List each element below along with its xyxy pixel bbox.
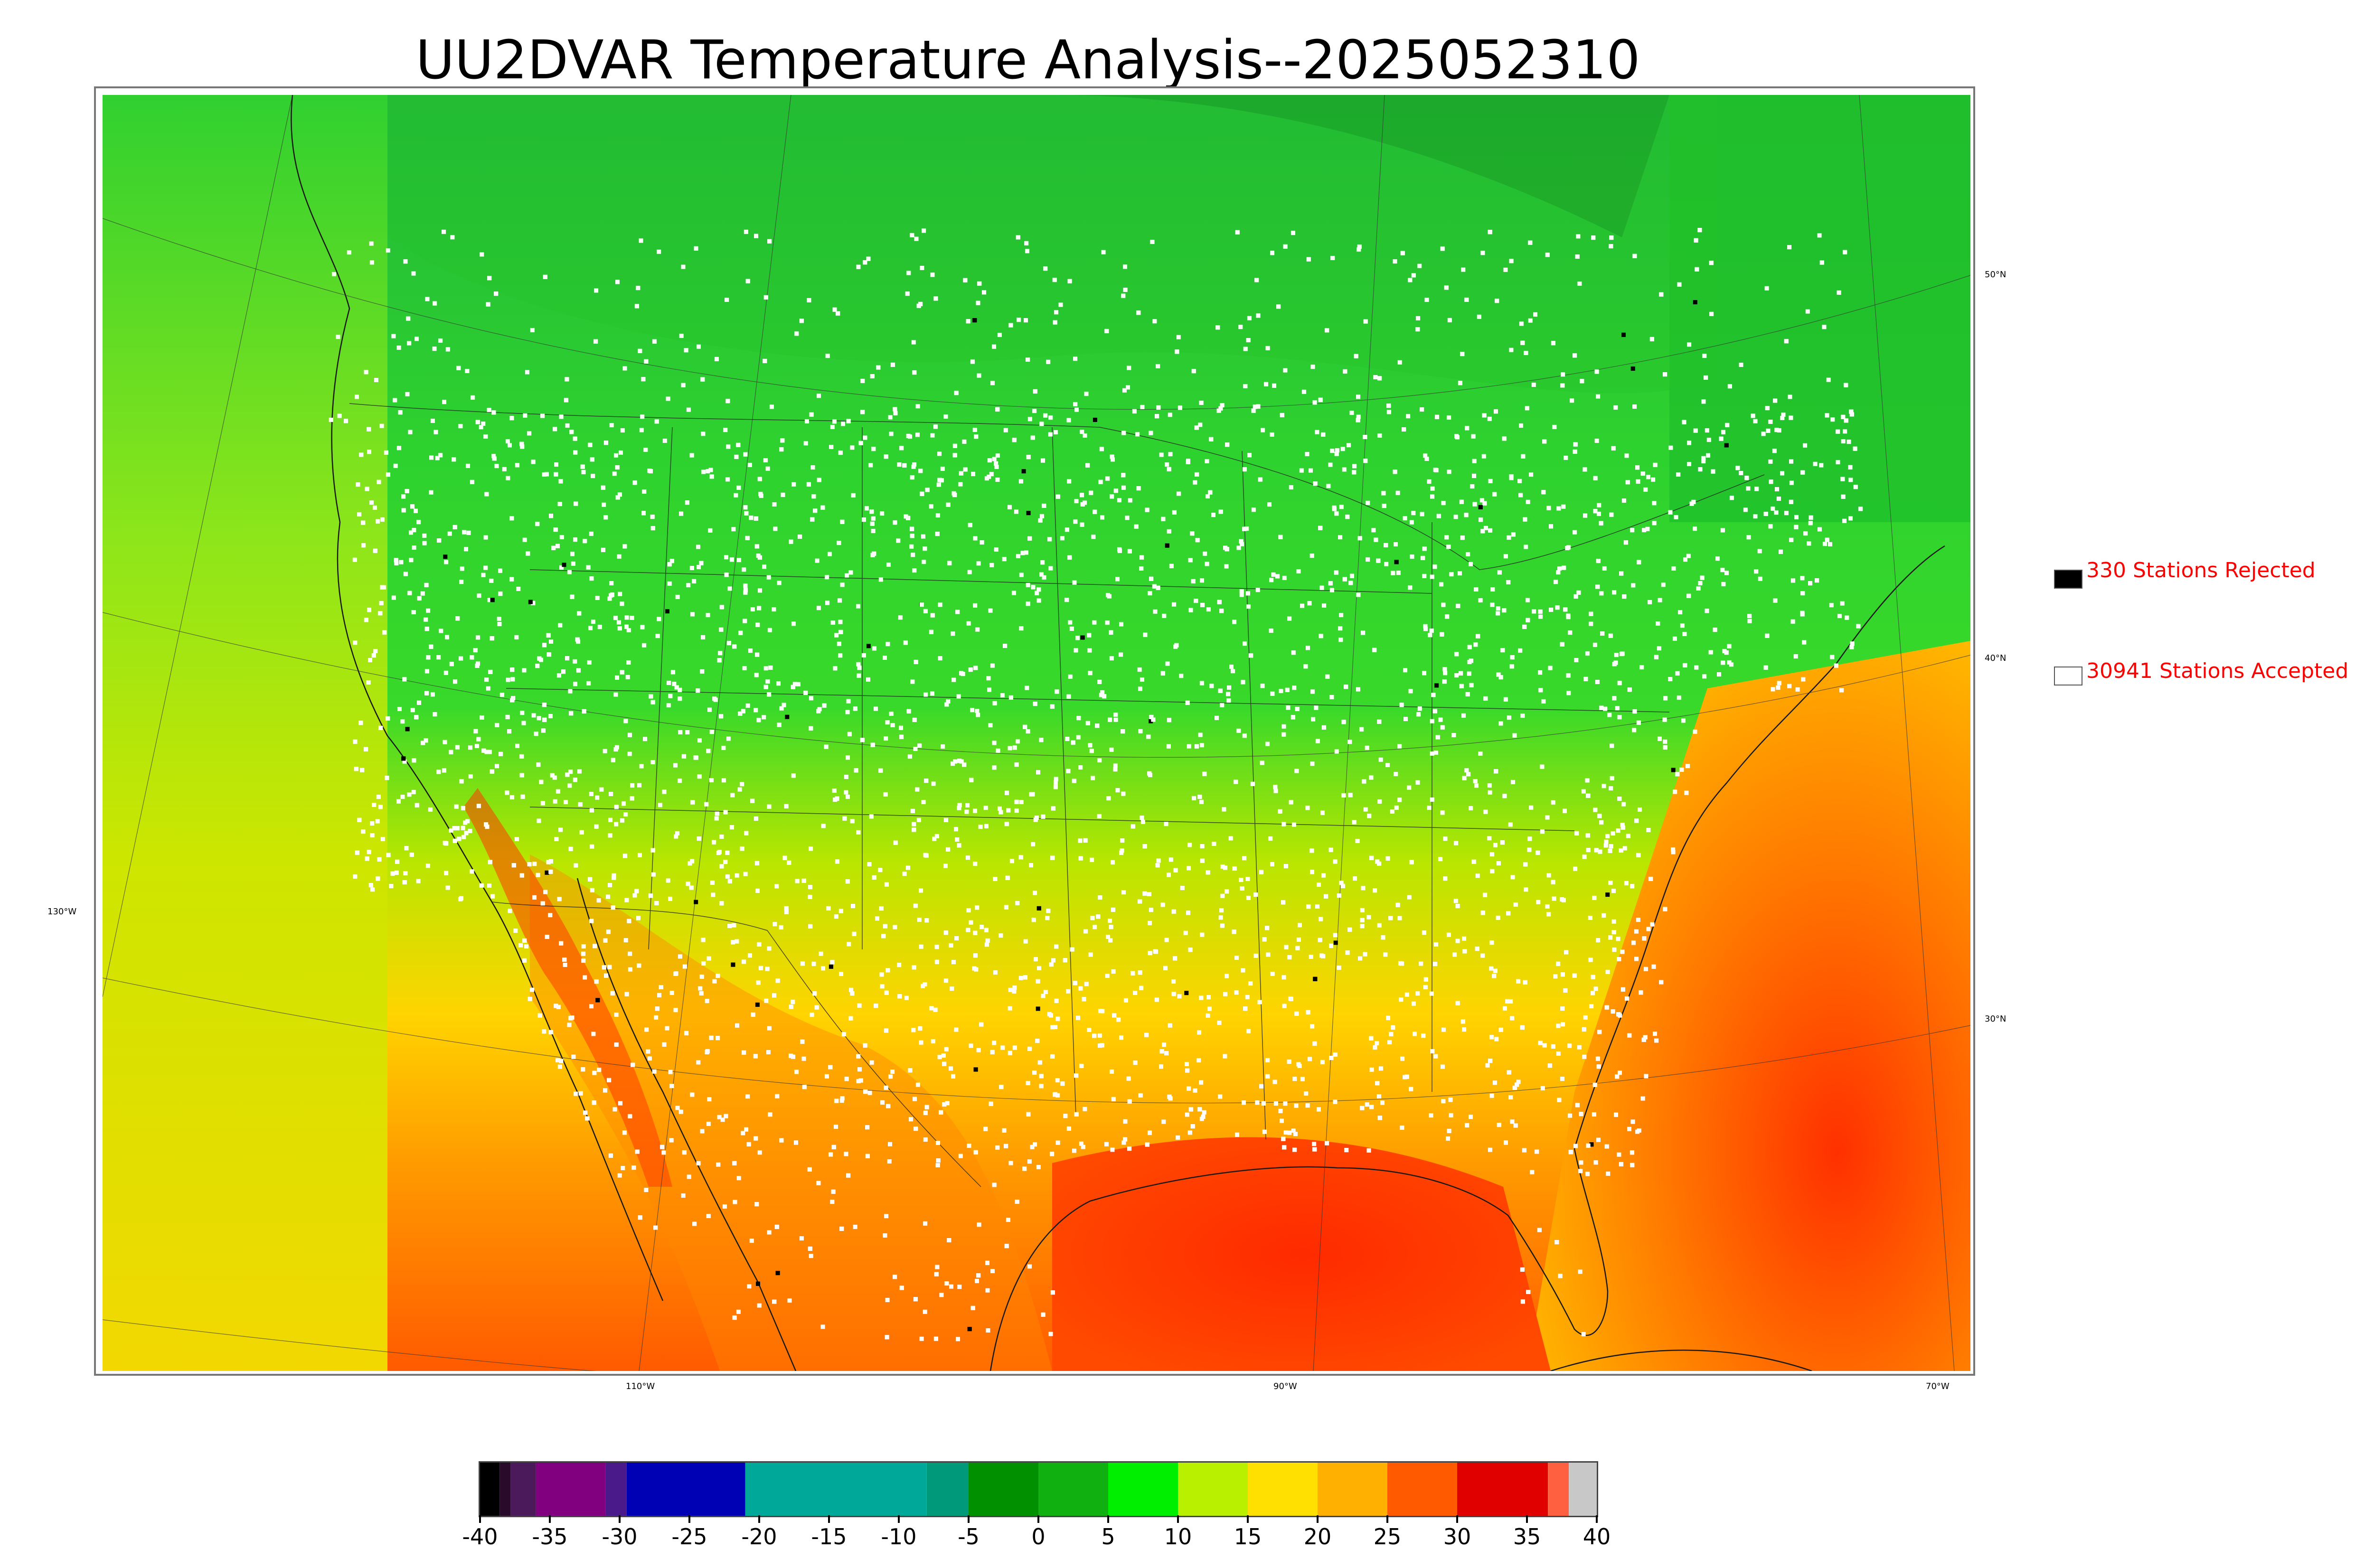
colorbar-tick-label: -5 xyxy=(958,1524,980,1549)
colorbar-segment xyxy=(1108,1463,1178,1516)
colorbar-segment xyxy=(626,1463,745,1516)
lon-label-70w: 70°W xyxy=(1926,1381,1950,1391)
colorbar-tick-label: -20 xyxy=(741,1524,777,1549)
colorbar-segment xyxy=(1038,1463,1108,1516)
map-canvas xyxy=(103,95,1970,1371)
colorbar-tick-label: 20 xyxy=(1303,1524,1332,1549)
colorbar-tick-label: -40 xyxy=(462,1524,498,1549)
colorbar-tick-label: -10 xyxy=(881,1524,917,1549)
pacific-field xyxy=(103,95,387,1371)
colorbar-tick xyxy=(479,1515,481,1523)
lon-label-130w: 130°W xyxy=(47,907,77,917)
rejected-label: 330 Stations Rejected xyxy=(2086,558,2316,582)
colorbar-tick-label: 5 xyxy=(1101,1524,1115,1549)
map-title: UU2DVAR Temperature Analysis--2025052310 xyxy=(415,29,1640,91)
temperature-analysis-map xyxy=(94,86,1975,1376)
colorbar-tick xyxy=(1317,1515,1319,1523)
colorbar-tick xyxy=(1596,1515,1598,1523)
colorbar-segment xyxy=(536,1463,606,1516)
lat-label-40n: 40°N xyxy=(1985,653,2007,663)
atlantic-north-field xyxy=(1669,95,1970,522)
colorbar-tick-label: 35 xyxy=(1513,1524,1541,1549)
accepted-label: 30941 Stations Accepted xyxy=(2086,659,2349,683)
colorbar-tick-label: 30 xyxy=(1443,1524,1471,1549)
colorbar-segment xyxy=(1548,1463,1569,1516)
lon-label-110w: 110°W xyxy=(626,1381,655,1391)
colorbar-tick-label: -15 xyxy=(811,1524,847,1549)
atlantic-field xyxy=(1527,641,1970,1371)
colorbar-tick-label: 40 xyxy=(1583,1524,1611,1549)
colorbar-segment xyxy=(745,1463,927,1516)
hudson-bay-field xyxy=(1052,95,1669,237)
colorbar-segment xyxy=(1387,1463,1457,1516)
colorbar-tick xyxy=(619,1515,621,1523)
colorbar-segment xyxy=(1178,1463,1248,1516)
lat-label-50n: 50°N xyxy=(1985,270,2007,280)
colorbar-tick xyxy=(1177,1515,1179,1523)
colorbar-tick-label: -35 xyxy=(532,1524,568,1549)
station-markers xyxy=(329,228,1863,1342)
colorbar-segment xyxy=(1457,1463,1548,1516)
colorbar-tick-label: 15 xyxy=(1234,1524,1262,1549)
colorbar-tick xyxy=(1107,1515,1109,1523)
colorbar-segment xyxy=(499,1463,511,1516)
colorbar-tick-label: -25 xyxy=(671,1524,707,1549)
rejected-swatch xyxy=(2054,570,2082,589)
colorbar-segment xyxy=(1569,1463,1597,1516)
colorbar-segment xyxy=(1318,1463,1387,1516)
colorbar-tick xyxy=(968,1515,970,1523)
lat-label-30n: 30°N xyxy=(1985,1014,2007,1024)
colorbar-segment xyxy=(969,1463,1038,1516)
colorbar-tick-label: 25 xyxy=(1373,1524,1402,1549)
colorbar-segment xyxy=(1248,1463,1318,1516)
colorbar-segment xyxy=(480,1463,500,1516)
lon-label-90w: 90°W xyxy=(1273,1381,1297,1391)
colorbar-segment xyxy=(605,1463,627,1516)
colorbar-tick xyxy=(758,1515,760,1523)
desert-sw-field xyxy=(463,788,672,1187)
colorbar-tick-label: 10 xyxy=(1164,1524,1192,1549)
colorbar-tick xyxy=(1526,1515,1528,1523)
graticule xyxy=(103,95,1970,1371)
mexico-warm-field xyxy=(530,854,1052,1371)
colorbar-tick xyxy=(898,1515,900,1523)
colorbar-tick xyxy=(1386,1515,1388,1523)
colorbar-tick xyxy=(1456,1515,1458,1523)
colorbar-tick xyxy=(828,1515,830,1523)
canada-field xyxy=(387,95,1717,394)
gulf-field xyxy=(1052,1137,1551,1371)
colorbar-tick xyxy=(688,1515,690,1523)
colorbar-segment xyxy=(926,1463,969,1516)
temperature-colorbar xyxy=(479,1461,1598,1517)
colorbar-tick-label: -30 xyxy=(602,1524,638,1549)
colorbar-segment xyxy=(510,1463,536,1516)
colorbar-segments xyxy=(480,1463,1597,1516)
colorbar-tick xyxy=(1247,1515,1249,1523)
colorbar-tick xyxy=(1037,1515,1039,1523)
colorbar-tick xyxy=(549,1515,551,1523)
colorbar-tick-label: 0 xyxy=(1031,1524,1046,1549)
accepted-swatch xyxy=(2054,667,2082,685)
